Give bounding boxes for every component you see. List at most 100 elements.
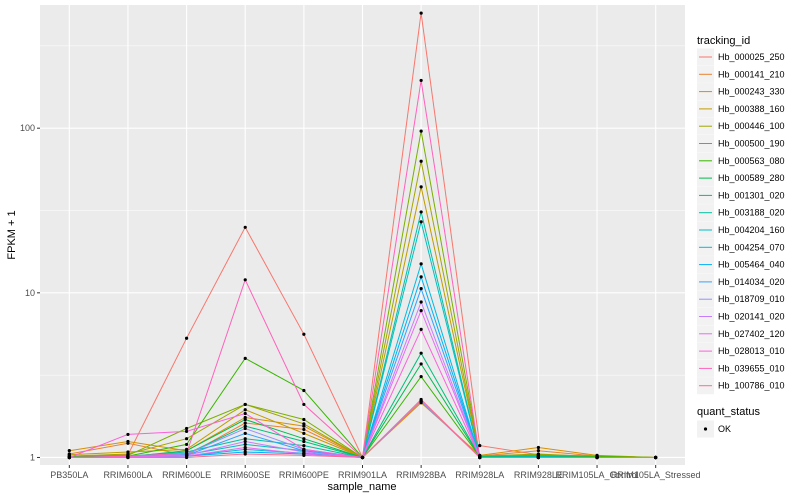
y-axis: 1 10 100	[20, 123, 40, 462]
point-Hb_000025_250-3	[243, 225, 247, 229]
point-Hb_000563_080-3	[243, 356, 247, 360]
legend-label-17: Hb_028013_010	[718, 346, 785, 356]
legend-label-7: Hb_000589_280	[718, 173, 785, 183]
point-Hb_100786_010-10	[654, 455, 658, 460]
point-Hb_039655_010-3	[243, 278, 247, 282]
x-tick-label-6: RRIM928BA	[396, 470, 446, 480]
point-Hb_000025_250-6	[419, 11, 423, 15]
y-tick-label-1: 10	[25, 288, 35, 298]
point-Hb_000500_190-4	[302, 417, 306, 422]
point-Hb_000141_210-3	[243, 421, 247, 425]
y-tick-label-0: 1	[30, 452, 35, 462]
point-Hb_018709_010-3	[243, 426, 247, 431]
point-Hb_000243_330-1	[126, 439, 130, 444]
x-tick-label-10: RRIM105LA_Stressed	[611, 470, 701, 480]
point-Hb_000589_280-6	[419, 362, 423, 366]
x-tick-label-1: RRIM600LA	[103, 470, 152, 480]
point-Hb_020141_020-6	[419, 300, 423, 304]
point-Hb_014034_020-6	[419, 287, 423, 291]
legend-label-13: Hb_014034_020	[718, 277, 785, 287]
point-Hb_100786_010-9	[595, 455, 599, 460]
legend-label-1: Hb_000141_210	[718, 69, 785, 79]
point-Hb_028013_010-3	[243, 411, 247, 416]
point-Hb_039655_010-6	[419, 78, 423, 83]
point-Hb_100786_010-2	[184, 455, 189, 460]
series-points	[67, 11, 658, 460]
point-Hb_005464_040-6	[419, 275, 423, 279]
point-Hb_028013_010-6	[419, 327, 423, 331]
x-tick-label-8: RRIM928LE	[514, 470, 563, 480]
x-tick-label-5: RRIM901LA	[338, 470, 387, 480]
point-Hb_000025_250-7	[478, 444, 482, 448]
point-Hb_000563_080-6	[419, 374, 423, 379]
grid-major	[40, 5, 685, 465]
legend-label-19: Hb_100786_010	[718, 381, 785, 391]
point-Hb_000563_080-4	[302, 388, 306, 393]
x-tick-label-9: RRIM105LA_Control	[556, 470, 639, 480]
legend-quant-status: quant_status OK	[697, 406, 760, 438]
point-Hb_000446_100-4	[302, 422, 306, 426]
x-tick-label-3: RRIM600SE	[220, 470, 270, 480]
legend-label-9: Hb_003188_020	[718, 208, 785, 218]
x-tick-label-2: RRIM600LE	[162, 470, 211, 480]
legend-title: tracking_id	[697, 35, 750, 47]
point-Hb_000500_190-2	[184, 426, 189, 431]
legend2-key-point-0	[703, 427, 708, 431]
point-Hb_100786_010-0	[67, 455, 71, 460]
point-Hb_028013_010-2	[184, 429, 189, 433]
point-Hb_000500_190-6	[419, 129, 423, 133]
legend-label-12: Hb_005464_040	[718, 260, 785, 270]
point-Hb_000388_160-6	[419, 185, 423, 189]
point-Hb_100786_010-3	[243, 452, 247, 456]
legend-label-4: Hb_000446_100	[718, 121, 785, 131]
legend-label-8: Hb_001301_020	[718, 190, 785, 200]
legend-label-3: Hb_000388_160	[718, 104, 785, 114]
point-Hb_000141_210-8	[536, 449, 541, 453]
point-Hb_000500_190-3	[243, 402, 247, 407]
x-axis: PB350LA RRIM600LA RRIM600LE RRIM600SE RRIM60…	[50, 465, 700, 480]
point-Hb_000388_160-4	[302, 431, 306, 436]
x-tick-label-7: RRIM928LA	[455, 470, 504, 480]
point-Hb_004204_160-6	[419, 220, 423, 224]
point-Hb_001301_020-3	[243, 424, 247, 428]
point-Hb_000243_330-8	[536, 445, 541, 450]
point-Hb_001301_020-4	[302, 439, 306, 444]
point-Hb_000563_080-2	[184, 442, 189, 447]
point-Hb_100786_010-7	[478, 455, 482, 460]
legend-label-2: Hb_000243_330	[718, 87, 785, 97]
legend-label-14: Hb_018709_010	[718, 294, 785, 304]
legend-label-18: Hb_039655_010	[718, 363, 785, 373]
point-Hb_000243_330-0	[67, 449, 71, 453]
legend-label-15: Hb_020141_020	[718, 312, 785, 322]
point-Hb_003188_020-3	[243, 437, 247, 441]
legend-label-11: Hb_004254_070	[718, 242, 785, 252]
point-Hb_100786_010-5	[360, 455, 365, 460]
point-Hb_000446_100-2	[184, 437, 189, 441]
legend2-label-0: OK	[718, 424, 731, 434]
point-Hb_003188_020-4	[302, 444, 306, 448]
point-Hb_020141_020-3	[243, 439, 247, 444]
point-Hb_000446_100-6	[419, 159, 423, 163]
point-Hb_000589_280-3	[243, 417, 247, 422]
point-Hb_027402_120-6	[419, 308, 423, 313]
point-Hb_100786_010-4	[302, 453, 306, 457]
point-Hb_100786_010-1	[126, 455, 130, 460]
point-Hb_100786_010-8	[536, 455, 541, 460]
point-Hb_000025_250-4	[302, 332, 306, 336]
y-tick-label-2: 100	[20, 123, 35, 133]
point-Hb_100786_010-6	[419, 397, 423, 402]
legend-label-10: Hb_004204_160	[718, 225, 785, 235]
point-Hb_014034_020-3	[243, 431, 247, 436]
point-Hb_003188_020-6	[419, 210, 423, 214]
legend-label-16: Hb_027402_120	[718, 329, 785, 339]
point-Hb_004204_160-3	[243, 442, 247, 447]
point-Hb_000589_280-4	[302, 437, 306, 441]
point-Hb_001301_020-6	[419, 351, 423, 355]
point-Hb_028013_010-1	[126, 432, 130, 437]
legend-label-6: Hb_000563_080	[718, 156, 785, 166]
point-Hb_028013_010-4	[302, 447, 306, 451]
x-axis-title: sample_name	[327, 481, 396, 493]
legend2-title: quant_status	[697, 406, 760, 418]
legend-label-0: Hb_000025_250	[718, 52, 785, 62]
